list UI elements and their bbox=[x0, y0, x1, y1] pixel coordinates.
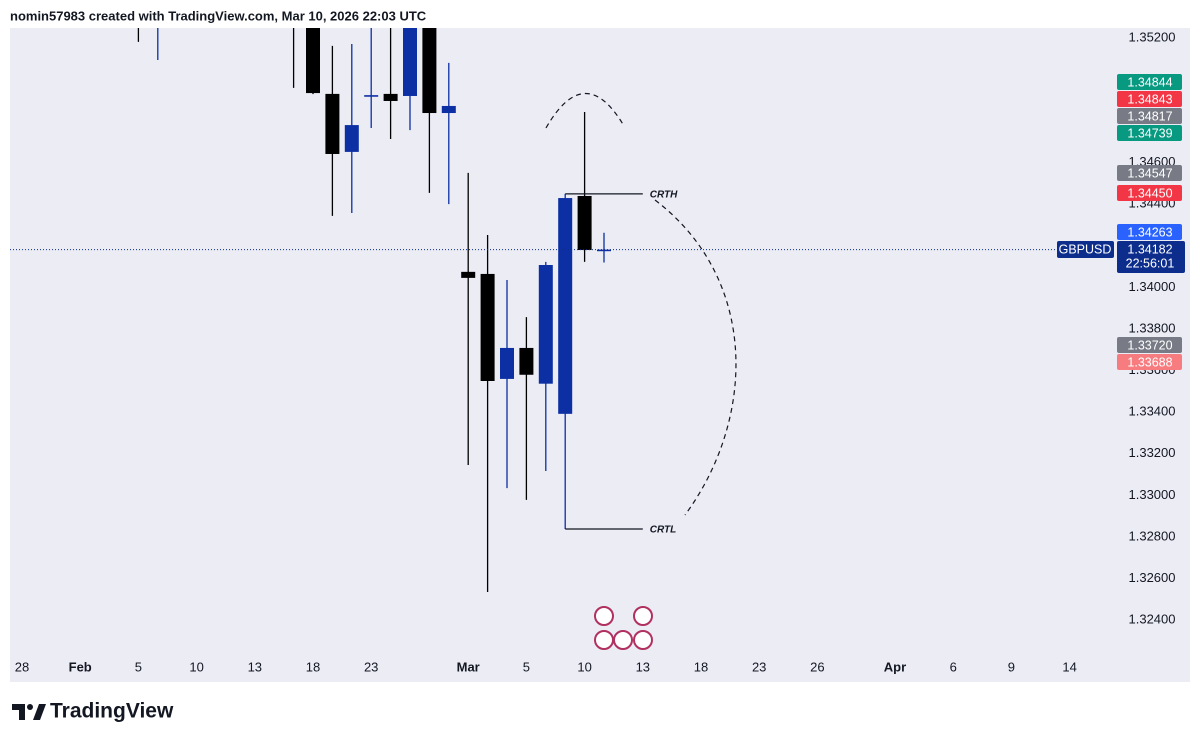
x-tick-label: 23 bbox=[752, 659, 766, 674]
price-label: 1.33720 bbox=[1127, 338, 1172, 352]
candle-body bbox=[364, 95, 379, 97]
countdown-label: 22:56:01 bbox=[1126, 256, 1175, 270]
y-tick-label: 1.35200 bbox=[1129, 29, 1176, 44]
candle-body bbox=[422, 28, 437, 114]
symbol-label: GBPUSD bbox=[1059, 242, 1112, 256]
x-tick-label: 26 bbox=[810, 659, 824, 674]
candle-body bbox=[538, 264, 553, 384]
candle-body bbox=[344, 125, 359, 152]
event-icons bbox=[594, 606, 653, 650]
y-tick-label: 1.33200 bbox=[1129, 445, 1176, 460]
plot-area bbox=[137, 28, 611, 593]
price-label-box bbox=[1117, 74, 1182, 90]
y-tick-label: 1.32600 bbox=[1129, 570, 1176, 585]
x-tick-label: 10 bbox=[189, 659, 203, 674]
last-price-label: 1.34182 bbox=[1127, 242, 1172, 256]
projection-arc bbox=[545, 92, 625, 129]
x-tick-label: 14 bbox=[1062, 659, 1076, 674]
logo bbox=[12, 704, 46, 720]
candle-body bbox=[558, 198, 573, 414]
y-tick-label: 1.32400 bbox=[1129, 612, 1176, 627]
y-tick-label: 1.34000 bbox=[1129, 279, 1176, 294]
x-tick-label: 13 bbox=[636, 659, 650, 674]
price-label-box bbox=[1117, 185, 1182, 201]
price-label-box bbox=[1117, 337, 1182, 353]
candle-body bbox=[306, 28, 320, 94]
x-tick-label: 5 bbox=[135, 659, 142, 674]
header: nomin57983 created with TradingView.com,… bbox=[10, 8, 427, 23]
symbol-box bbox=[1057, 241, 1114, 258]
candle-body bbox=[461, 271, 476, 278]
x-tick-label: 5 bbox=[523, 659, 530, 674]
y-tick-label: 1.33000 bbox=[1129, 487, 1176, 502]
price-label: 1.34263 bbox=[1127, 225, 1172, 239]
price-label: 1.34817 bbox=[1127, 109, 1172, 123]
price-label-box bbox=[1117, 224, 1182, 240]
footer-brand: TradingView bbox=[50, 700, 174, 723]
x-tick-label: 10 bbox=[577, 659, 591, 674]
x-tick-label: 18 bbox=[306, 659, 320, 674]
panel bbox=[10, 28, 1190, 682]
last-price-box bbox=[1117, 241, 1185, 273]
x-tick-label: 6 bbox=[950, 659, 957, 674]
price-label-box bbox=[1117, 91, 1182, 107]
candle-body bbox=[383, 93, 398, 101]
candle-body bbox=[597, 249, 611, 252]
x-tick-label: 23 bbox=[364, 659, 378, 674]
annotation-label: CRTL bbox=[650, 525, 676, 536]
candle-body bbox=[480, 273, 495, 381]
x-tick-label: 18 bbox=[694, 659, 708, 674]
x-tick-label: 13 bbox=[248, 659, 262, 674]
candle-body bbox=[577, 195, 592, 251]
candle-body bbox=[403, 28, 417, 96]
y-tick-label: 1.32800 bbox=[1129, 528, 1176, 543]
x-tick-label: 9 bbox=[1008, 659, 1015, 674]
candle-body bbox=[441, 105, 456, 114]
candle-body bbox=[325, 93, 340, 154]
price-label-box bbox=[1117, 125, 1182, 141]
price-label: 1.34547 bbox=[1127, 166, 1172, 180]
price-label: 1.34450 bbox=[1127, 186, 1172, 200]
x-tick-label: Mar bbox=[457, 659, 480, 674]
price-label-box bbox=[1117, 165, 1182, 181]
x-tick-label: 28 bbox=[15, 659, 29, 674]
price-label-box bbox=[1117, 354, 1182, 370]
price-label: 1.34844 bbox=[1127, 75, 1172, 89]
y-tick-label: 1.33800 bbox=[1129, 320, 1176, 335]
x-tick-label: Feb bbox=[69, 659, 92, 674]
candle-body bbox=[500, 347, 514, 379]
price-label: 1.34739 bbox=[1127, 126, 1172, 140]
x-tick-label: Apr bbox=[884, 659, 906, 674]
y-tick-label: 1.33400 bbox=[1129, 404, 1176, 419]
candle-body bbox=[519, 347, 534, 375]
annotation-label: CRTH bbox=[650, 190, 678, 201]
price-label-box bbox=[1117, 108, 1182, 124]
price-label: 1.34843 bbox=[1127, 92, 1172, 106]
price-label: 1.33688 bbox=[1127, 355, 1172, 369]
